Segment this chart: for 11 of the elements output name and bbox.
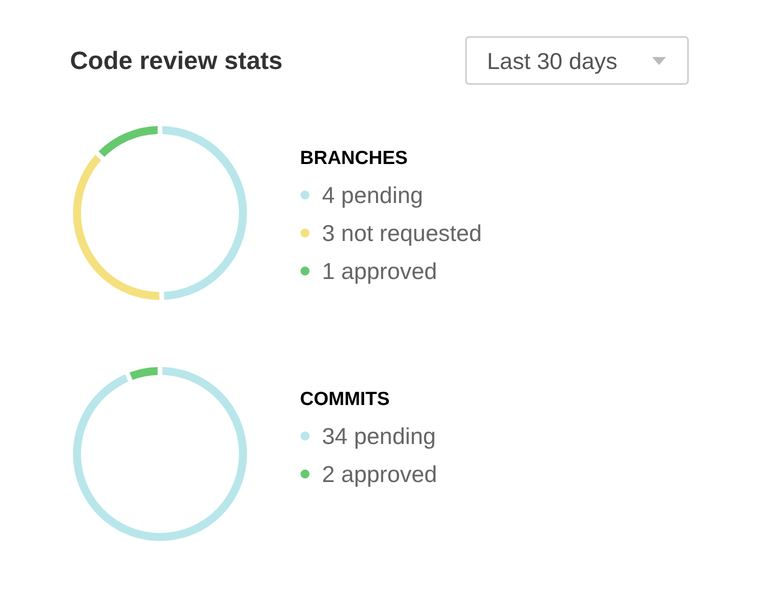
- donut-slice: [73, 367, 247, 541]
- legend-label: 4 pending: [322, 182, 424, 208]
- text: Code review stats: [70, 47, 283, 75]
- text: COMMITS: [300, 389, 390, 410]
- legend-label: 34 pending: [322, 423, 436, 449]
- legend-label: 1 approved: [322, 258, 438, 284]
- text: BRANCHES: [300, 148, 408, 169]
- donut-slice: [130, 367, 158, 380]
- legend-label: 2 approved: [322, 461, 438, 487]
- text: Last 30 days: [487, 48, 618, 74]
- legend-label: 3 not requested: [322, 220, 482, 246]
